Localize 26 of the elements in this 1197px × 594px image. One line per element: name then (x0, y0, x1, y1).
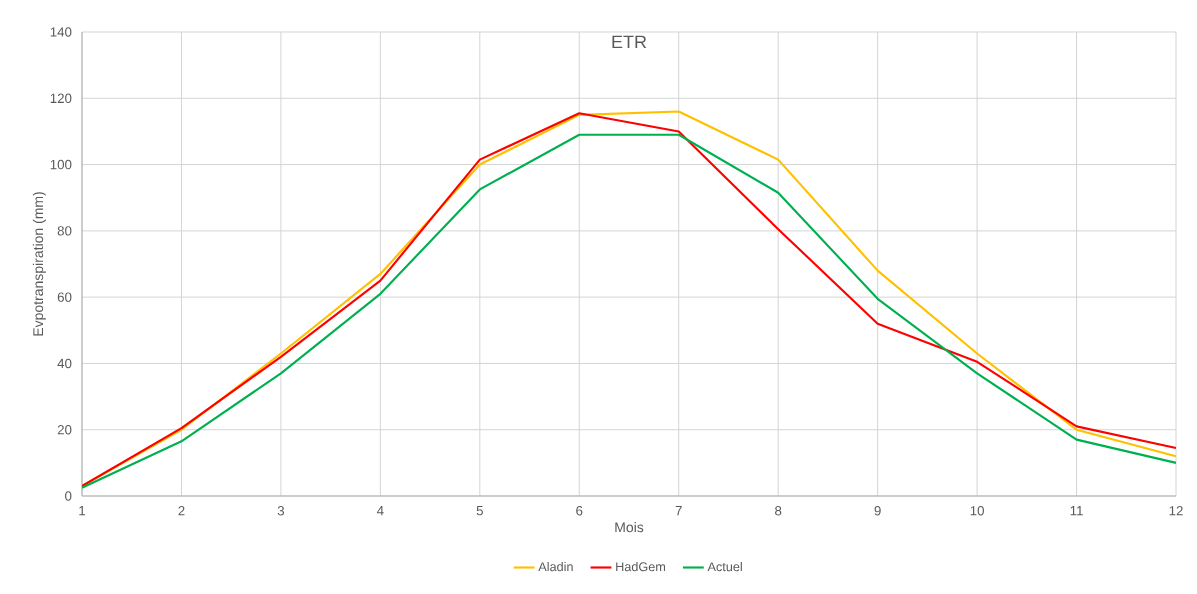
x-tick-label: 11 (1070, 506, 1083, 516)
y-tick-label: 0 (65, 491, 72, 501)
y-tick-label: 60 (57, 292, 72, 302)
legend-label: Aladin (538, 561, 573, 572)
x-tick-label: 4 (376, 506, 384, 516)
x-axis-title: Mois (615, 521, 644, 533)
x-tick-label: 2 (178, 506, 185, 516)
x-tick-label: 9 (874, 506, 881, 516)
x-tick-label: 5 (476, 506, 483, 516)
legend-label: Actuel (707, 561, 742, 572)
y-tick-label: 20 (57, 425, 72, 435)
x-tick-label: 6 (576, 506, 583, 516)
y-tick-label: 140 (50, 27, 72, 37)
chart-title: ETR (612, 35, 647, 49)
y-tick-label: 80 (57, 226, 72, 236)
y-tick-label: 100 (50, 159, 72, 170)
legend-label: HadGem (616, 561, 666, 572)
x-tick-label: 1 (79, 506, 86, 516)
y-axis-title: Evpotranspiration (mm) (32, 192, 46, 336)
x-tick-label: 10 (970, 506, 984, 516)
x-tick-label: 7 (675, 506, 682, 516)
x-tick-label: 3 (277, 506, 285, 516)
y-tick-label: 120 (50, 93, 72, 103)
x-tick-label: 8 (775, 506, 782, 516)
y-tick-label: 40 (57, 358, 72, 369)
x-tick-label: 12 (1169, 506, 1183, 516)
